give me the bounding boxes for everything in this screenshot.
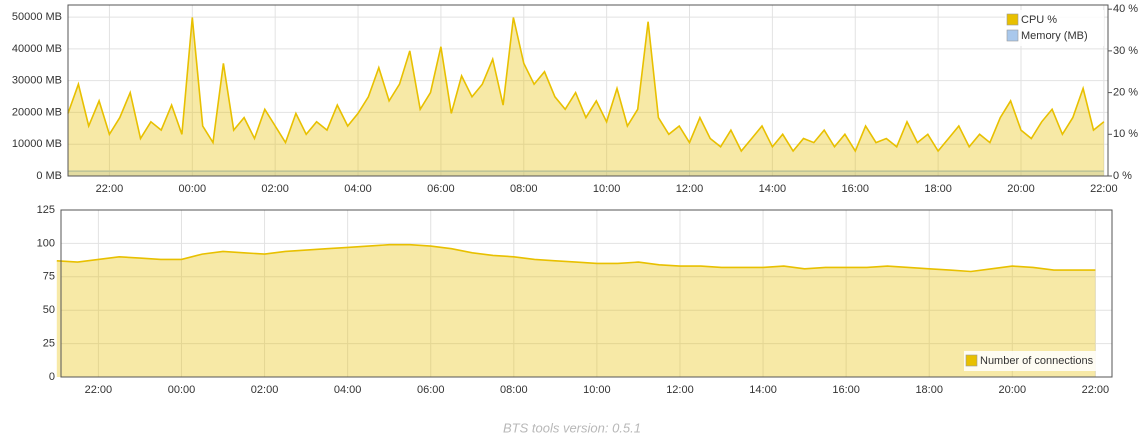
y-tick-label: 40000 MB [12,43,62,55]
y-tick-label: 0 MB [36,170,62,182]
y2-tick-label: 30 % [1113,45,1138,57]
x-tick-label: 10:00 [583,384,611,396]
series-line [67,17,1105,153]
footer: BTS tools version: 0.5.1 [503,420,641,435]
x-tick-label: 16:00 [841,183,869,195]
x-tick-label: 22:00 [1090,183,1118,195]
x-tick-label: 14:00 [749,384,777,396]
x-tick-label: 16:00 [832,384,860,396]
x-tick-label: 14:00 [759,183,787,195]
x-tick-label: 04:00 [334,384,362,396]
plot-border [60,209,1113,378]
x-tick-label: 22:00 [96,183,124,195]
x-tick-label: 02:00 [251,384,279,396]
x-tick-label: 18:00 [924,183,952,195]
series-area [56,244,1096,377]
series-area [68,171,1104,176]
x-tick-label: 00:00 [179,183,207,195]
y-tick-label: 30000 MB [12,75,62,87]
y-tick-label: 125 [37,204,55,216]
plot-border [67,4,1109,177]
y-tick-label: 10000 MB [12,138,62,150]
plot-area [68,5,1108,176]
x-tick-label: 00:00 [168,384,196,396]
legend-label: Number of connections [980,355,1094,367]
x-tick-label: 02:00 [261,183,289,195]
legend-box [964,351,1108,371]
legend-swatch [1006,13,1019,26]
y-tick-label: 25 [43,338,55,350]
x-tick-label: 18:00 [915,384,943,396]
x-tick-label: 06:00 [427,183,455,195]
y2-tick-label: 40 % [1113,3,1138,15]
legend-label: Memory (MB) [1021,30,1088,42]
y-tick-label: 50 [43,304,55,316]
legend-label: CPU % [1021,14,1057,26]
x-tick-label: 08:00 [500,384,528,396]
y2-tick-label: 10 % [1113,128,1138,140]
y-tick-label: 0 [49,371,55,383]
x-tick-label: 20:00 [999,384,1027,396]
x-tick-label: 12:00 [676,183,704,195]
x-tick-label: 04:00 [344,183,372,195]
x-tick-label: 20:00 [1007,183,1035,195]
legend-swatch [965,354,978,367]
x-tick-label: 06:00 [417,384,445,396]
y2-tick-label: 20 % [1113,86,1138,98]
x-tick-label: 22:00 [85,384,113,396]
y-tick-label: 20000 MB [12,106,62,118]
legend-box [1005,10,1104,46]
x-tick-label: 08:00 [510,183,538,195]
y2-tick-label: 0 % [1113,170,1132,182]
y-tick-label: 75 [43,271,55,283]
x-tick-label: 12:00 [666,384,694,396]
y-tick-label: 100 [37,237,55,249]
y-tick-label: 50000 MB [12,11,62,23]
series-line [56,243,1096,273]
x-tick-label: 22:00 [1082,384,1110,396]
plot-area [61,210,1112,377]
series-area [68,17,1104,176]
legend-swatch [1006,29,1019,42]
x-tick-label: 10:00 [593,183,621,195]
